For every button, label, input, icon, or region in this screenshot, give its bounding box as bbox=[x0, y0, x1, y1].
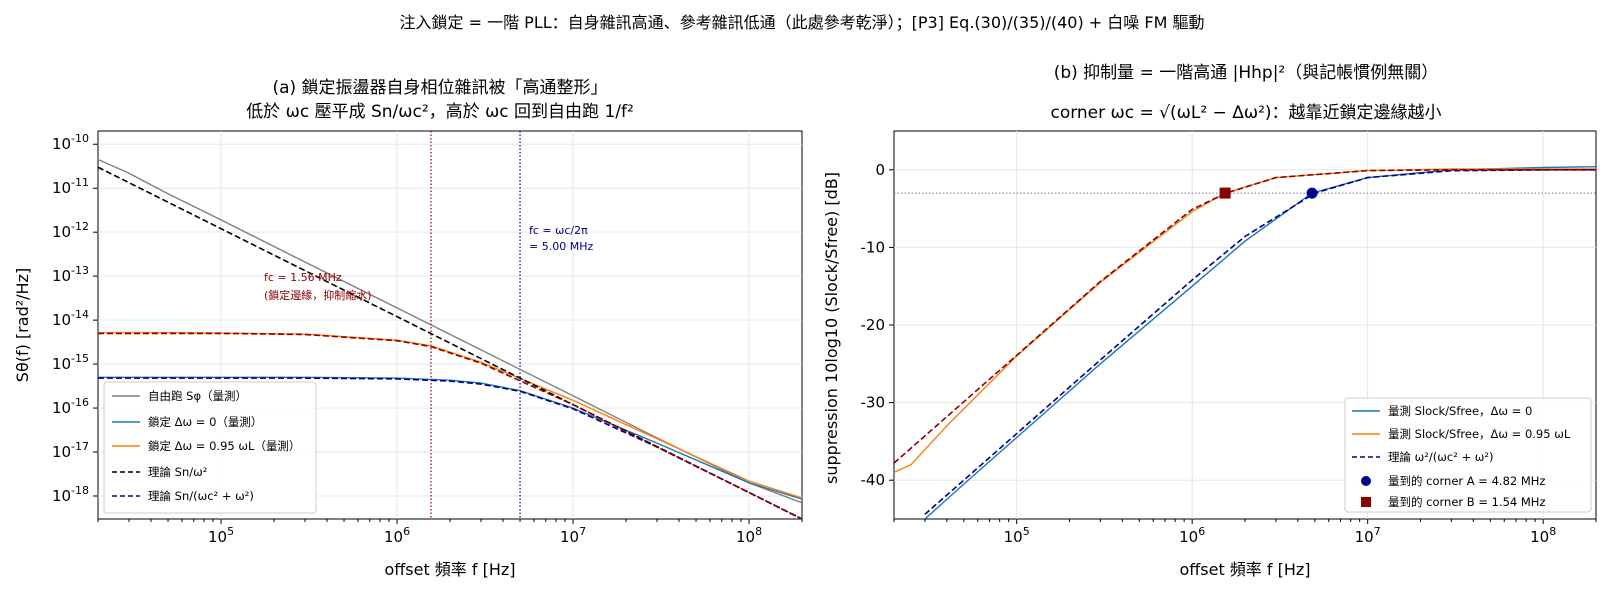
panel-a-title-line2: 低於 ωc 壓平成 Sn/ωc²，高於 ωc 回到自由跑 1/f² bbox=[246, 102, 634, 122]
panel-a-title-line1: (a) 鎖定振盪器自身相位雜訊被「高通整形」 bbox=[272, 78, 607, 98]
panel-b-legend: 量測 Slock/Sfree，Δω = 0 量測 Slock/Sfree，Δω … bbox=[1344, 397, 1592, 513]
panel-a-series-3 bbox=[98, 166, 802, 519]
panel-b-series-1 bbox=[894, 168, 1596, 474]
panel-a-ytick-label-5: 10-13 bbox=[52, 264, 89, 285]
panel-a-xtick-label-0: 105 bbox=[208, 525, 234, 546]
panel-b-title-line1: (b) 抑制量 = 一階高通 |Hhp|²（與記帳慣例無關） bbox=[1054, 63, 1439, 83]
panel-b: (b) 抑制量 = 一階高通 |Hhp|²（與記帳慣例無關） corner ωc… bbox=[822, 63, 1597, 579]
panel-a-series-5 bbox=[98, 332, 802, 519]
legend-b-marker-circle bbox=[1361, 476, 1371, 486]
panel-a-ytick-label-1: 10-17 bbox=[52, 440, 89, 461]
panel-b-series-3 bbox=[894, 169, 1596, 464]
legend-b-label-4: 量到的 corner B = 1.54 MHz bbox=[1388, 495, 1546, 509]
panel-a-xtick-label-3: 108 bbox=[736, 525, 762, 546]
panel-a-ytick-label-4: 10-14 bbox=[52, 308, 89, 329]
panel-a-annotation-red-1: fc = 1.56 MHz bbox=[264, 271, 342, 284]
legend-a-label-1: 鎖定 Δω = 0（量測） bbox=[148, 415, 262, 429]
panel-a-series-group bbox=[98, 131, 802, 519]
panel-a-ticks: 105 106 107 108 10-18 10-17 10-16 10-15 10-14 10-… bbox=[52, 132, 803, 546]
legend-b-label-1: 量測 Slock/Sfree，Δω = 0.95 ωL bbox=[1388, 427, 1571, 441]
panel-a-ytick-label-0: 10-18 bbox=[52, 484, 89, 505]
panel-b-xtick-label-1: 106 bbox=[1179, 525, 1205, 546]
legend-a-label-0: 自由跑 Sφ（量測） bbox=[148, 389, 247, 403]
panel-a-annotation-blue-1: fc = ωc/2π bbox=[529, 224, 588, 237]
figure-suptitle: 注入鎖定 = 一階 PLL：自身雜訊高通、參考雜訊低通（此處參考乾淨）；[P3]… bbox=[400, 13, 1205, 32]
panel-b-ytick-label-4: 0 bbox=[875, 161, 885, 179]
panel-b-xtick-label-0: 105 bbox=[1004, 525, 1030, 546]
panel-a-annotation-blue-2: = 5.00 MHz bbox=[529, 240, 593, 253]
panel-b-xtick-label-3: 108 bbox=[1530, 525, 1556, 546]
panel-a-ytick-label-6: 10-12 bbox=[52, 220, 89, 241]
panel-b-legend-box bbox=[1344, 397, 1592, 513]
panel-a-legend: 自由跑 Sφ（量測） 鎖定 Δω = 0（量測） 鎖定 Δω = 0.95 ωL… bbox=[103, 381, 317, 514]
panel-b-ticks: 105 106 107 108 -40 -30 -20 -10 0 bbox=[861, 161, 1597, 546]
panel-a-xtick-label-2: 107 bbox=[560, 525, 586, 546]
panel-b-ylabel: suppression 10log10 (Slock/Sfree) [dB] bbox=[822, 172, 841, 484]
panel-a: (a) 鎖定振盪器自身相位雜訊被「高通整形」 低於 ωc 壓平成 Sn/ωc²，… bbox=[13, 78, 803, 579]
panel-b-ytick-label-0: -40 bbox=[861, 471, 886, 489]
legend-b-marker-square bbox=[1361, 497, 1371, 507]
panel-a-plot-area bbox=[98, 131, 802, 519]
panel-a-ylabel: Sθ(f) [rad²/Hz] bbox=[13, 268, 32, 382]
panel-b-ytick-label-3: -10 bbox=[861, 238, 886, 256]
panel-a-series-1 bbox=[98, 376, 802, 500]
panel-a-legend-box bbox=[103, 381, 317, 514]
panel-a-ytick-label-3: 10-15 bbox=[52, 352, 89, 373]
panel-a-ytick-label-2: 10-16 bbox=[52, 396, 89, 417]
panel-b-plot-area bbox=[894, 131, 1596, 519]
panel-a-xlabel: offset 頻率 f [Hz] bbox=[384, 560, 515, 579]
panel-a-ytick-label-7: 10-11 bbox=[52, 176, 89, 197]
panel-b-marker-1 bbox=[1219, 187, 1231, 199]
panel-b-marker-0 bbox=[1306, 187, 1318, 199]
panel-a-ytick-label-8: 10-10 bbox=[52, 132, 89, 153]
panel-a-annotation-red-2: (鎖定邊緣，抑制縮水) bbox=[264, 288, 372, 302]
panel-b-xlabel: offset 頻率 f [Hz] bbox=[1179, 560, 1310, 579]
panel-b-title-line2: corner ωc = √(ωL² − Δω²)：越靠近鎖定邊緣越小 bbox=[1050, 103, 1441, 123]
legend-a-label-3: 理論 Sn/ω² bbox=[148, 465, 207, 479]
panel-b-ytick-label-2: -20 bbox=[861, 316, 886, 334]
panel-b-ytick-label-1: -30 bbox=[861, 394, 886, 412]
panel-b-series-group bbox=[894, 166, 1596, 519]
legend-b-label-2: 理論 ω²/(ωc² + ω²) bbox=[1388, 450, 1494, 464]
legend-b-label-0: 量測 Slock/Sfree，Δω = 0 bbox=[1388, 404, 1532, 418]
legend-b-label-3: 量到的 corner A = 4.82 MHz bbox=[1388, 474, 1545, 488]
panel-a-xtick-label-1: 106 bbox=[384, 525, 410, 546]
legend-a-label-4: 理論 Sn/(ωc² + ω²) bbox=[148, 489, 254, 503]
panel-b-xtick-label-2: 107 bbox=[1355, 525, 1381, 546]
legend-a-label-2: 鎖定 Δω = 0.95 ωL（量測） bbox=[148, 439, 300, 453]
